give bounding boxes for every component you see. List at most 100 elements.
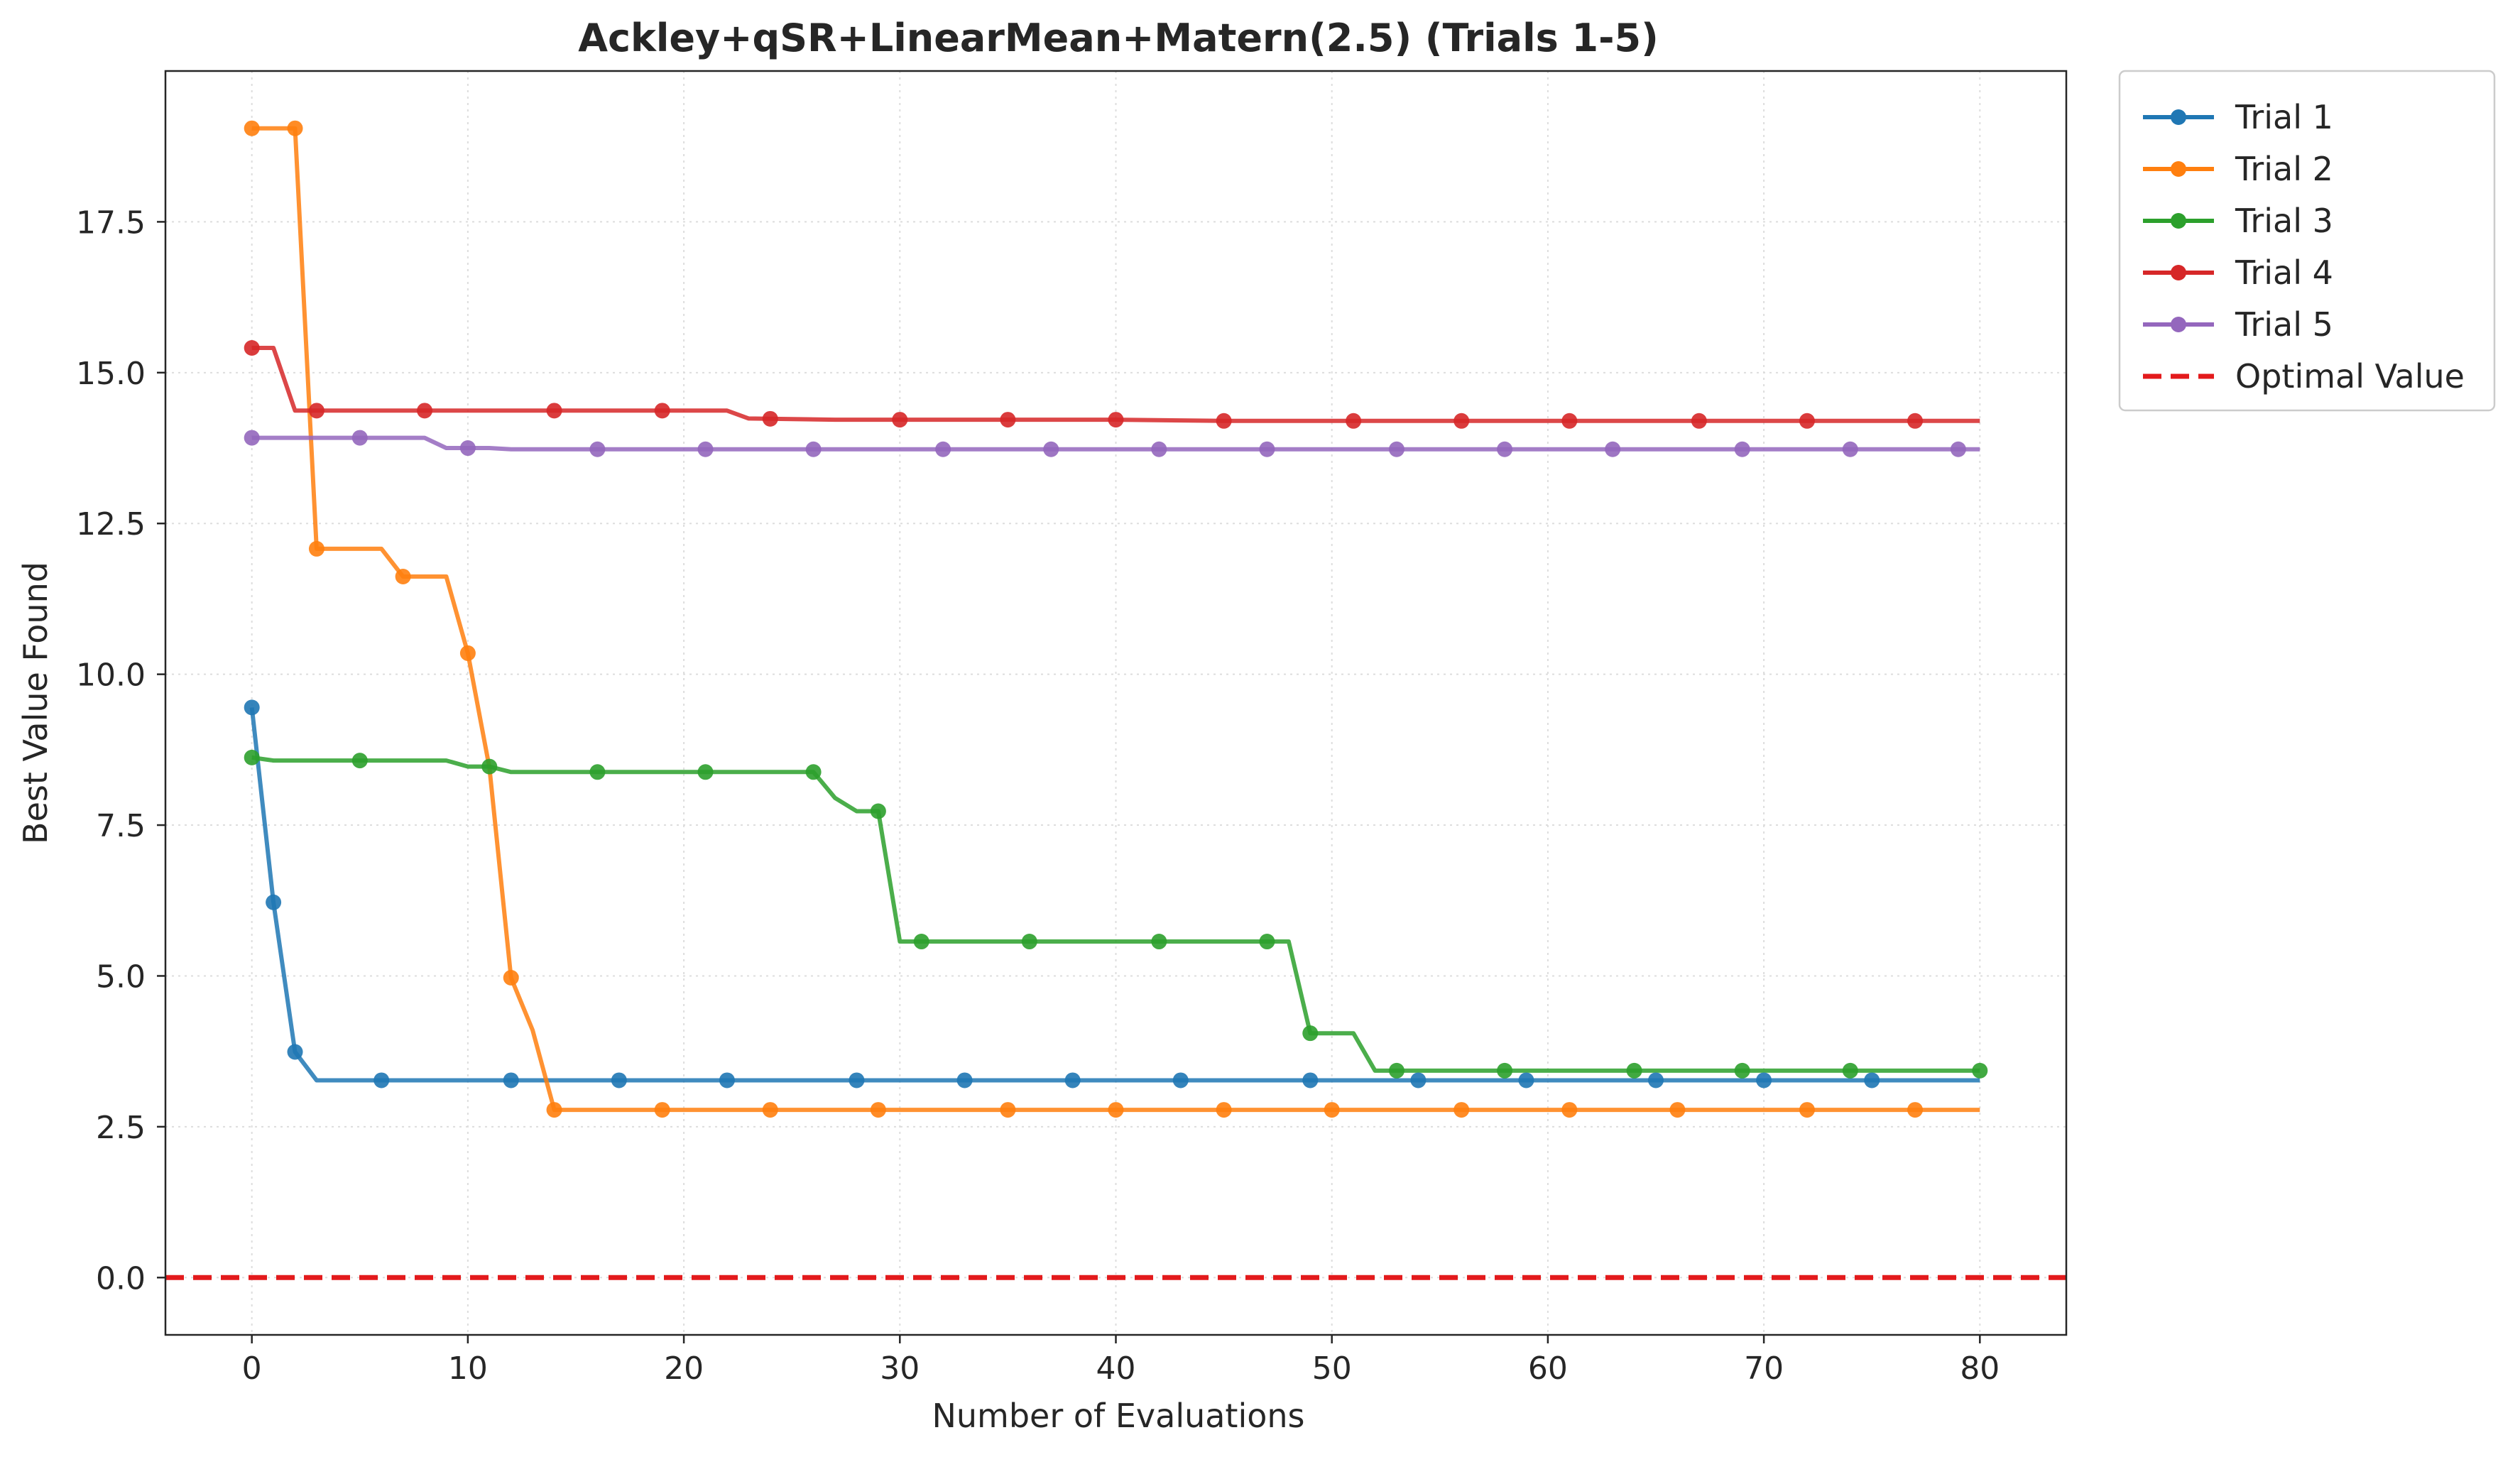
trial-2-point bbox=[654, 1102, 670, 1118]
trial-4-point bbox=[1108, 412, 1124, 428]
y-tick-label: 10.0 bbox=[76, 657, 146, 694]
trial-2-line bbox=[251, 126, 1980, 1113]
trial-1-point bbox=[1302, 1072, 1319, 1088]
x-tick-label: 10 bbox=[448, 1350, 488, 1387]
trial-4-point bbox=[546, 403, 562, 419]
trial-5-point bbox=[459, 440, 476, 457]
trial-1-point bbox=[1410, 1072, 1427, 1088]
trial-2-point bbox=[395, 569, 411, 584]
trial-1-point bbox=[1172, 1072, 1189, 1088]
trial-2-point bbox=[244, 120, 260, 136]
legend-swatch-marker bbox=[2171, 317, 2186, 332]
trial-2-point bbox=[1669, 1102, 1686, 1118]
trial-4-line bbox=[251, 346, 1980, 423]
legend-label: Trial 1 bbox=[2235, 98, 2333, 136]
trial-1-point bbox=[849, 1072, 865, 1088]
trial-5-point bbox=[1259, 441, 1275, 457]
trial-3-point bbox=[1021, 934, 1037, 950]
trial-5-point bbox=[697, 441, 714, 457]
trial-3-point bbox=[697, 764, 714, 780]
x-axis-ticks: 0 10 20 30 40 50 60 70 80 bbox=[242, 1335, 2000, 1387]
trial-5-point bbox=[1605, 441, 1621, 457]
x-tick-label: 60 bbox=[1528, 1350, 1568, 1387]
legend-swatch-marker bbox=[2171, 109, 2186, 125]
trial-4-point bbox=[1691, 413, 1707, 429]
trial-5-point bbox=[244, 430, 260, 446]
x-tick-label: 70 bbox=[1744, 1350, 1784, 1387]
y-tick-label: 17.5 bbox=[76, 204, 146, 241]
trial-2-point bbox=[308, 540, 324, 557]
trial-4-point bbox=[1000, 412, 1016, 428]
legend: Trial 1 Trial 2 Trial 3 Trial 4 Trial 5 Optim… bbox=[2118, 70, 2496, 412]
y-tick-label: 12.5 bbox=[76, 506, 146, 542]
trial-2-point bbox=[1453, 1102, 1470, 1118]
y-tick-label: 15.0 bbox=[76, 356, 146, 392]
trial-2-point bbox=[1108, 1102, 1124, 1118]
x-tick-label: 0 bbox=[242, 1350, 262, 1387]
trial-3-point bbox=[1151, 934, 1167, 950]
legend-label: Trial 4 bbox=[2235, 253, 2333, 292]
trial-3-point bbox=[1842, 1062, 1858, 1079]
trial-2-point bbox=[459, 645, 476, 661]
trial-1-point bbox=[1064, 1072, 1081, 1088]
trial-4-point bbox=[1907, 413, 1924, 429]
y-tick-label: 7.5 bbox=[96, 808, 146, 844]
trial-5-point bbox=[1151, 441, 1167, 457]
trial-3-point bbox=[1497, 1062, 1513, 1079]
trial-4-point bbox=[654, 403, 670, 419]
trial-5-point bbox=[1388, 441, 1404, 457]
trial-1-point bbox=[287, 1044, 303, 1060]
trial-5-point bbox=[805, 441, 822, 457]
trial-3-point bbox=[805, 764, 822, 780]
y-axis-label: Best Value Found bbox=[16, 562, 55, 844]
trial-2-point bbox=[1324, 1102, 1340, 1118]
x-tick-label: 40 bbox=[1096, 1350, 1136, 1387]
trial-1-point bbox=[373, 1072, 390, 1088]
series-markers bbox=[244, 120, 1988, 1118]
trial-1-point bbox=[1648, 1072, 1664, 1088]
trial-3-point bbox=[1734, 1062, 1750, 1079]
trial-4-point bbox=[1346, 413, 1362, 429]
trial-1-point bbox=[611, 1072, 627, 1088]
trial-5-point bbox=[1043, 441, 1059, 457]
trial-3-point bbox=[913, 934, 929, 950]
x-tick-label: 50 bbox=[1312, 1350, 1352, 1387]
trial-3-point bbox=[1259, 934, 1275, 950]
trial-4-point bbox=[1453, 413, 1470, 429]
legend-label: Optimal Value bbox=[2235, 357, 2465, 395]
legend-label: Trial 3 bbox=[2235, 202, 2333, 240]
trial-2-point bbox=[546, 1102, 562, 1118]
trial-1-point bbox=[1864, 1072, 1880, 1088]
trial-3-point bbox=[589, 764, 606, 780]
x-tick-label: 80 bbox=[1960, 1350, 2000, 1387]
trial-4-point bbox=[762, 410, 778, 427]
x-tick-label: 30 bbox=[880, 1350, 920, 1387]
trial-4-point bbox=[892, 412, 908, 428]
trial-1-point bbox=[266, 894, 282, 910]
trial-1-point bbox=[1756, 1072, 1772, 1088]
trial-5-point bbox=[1497, 441, 1513, 457]
trial-2-point bbox=[870, 1102, 886, 1118]
trial-3-point bbox=[1388, 1062, 1404, 1079]
trial-5-point bbox=[589, 441, 606, 457]
trial-3-point bbox=[1302, 1025, 1319, 1042]
trial-5-point bbox=[935, 441, 951, 457]
chart-title: Ackley+qSR+LinearMean+Matern(2.5) (Trial… bbox=[578, 16, 1659, 60]
trial-1-point bbox=[503, 1072, 519, 1088]
y-axis-ticks: 0.0 2.5 5.0 7.5 10.0 12.5 15.0 17.5 bbox=[76, 204, 165, 1297]
trial-5-point bbox=[1734, 441, 1750, 457]
trial-2-point bbox=[287, 120, 303, 136]
trial-1-point bbox=[244, 699, 260, 716]
trial-4-point bbox=[1799, 413, 1815, 429]
trial-1-point bbox=[1518, 1072, 1534, 1088]
trial-3-point bbox=[1972, 1062, 1988, 1079]
trial-2-point bbox=[1799, 1102, 1815, 1118]
legend-label: Trial 2 bbox=[2235, 150, 2333, 188]
trial-5-point bbox=[351, 430, 368, 446]
trial-2-point bbox=[503, 970, 519, 986]
trial-3-point bbox=[244, 749, 260, 765]
trial-5-point bbox=[1950, 441, 1966, 457]
trial-2-point bbox=[1561, 1102, 1578, 1118]
